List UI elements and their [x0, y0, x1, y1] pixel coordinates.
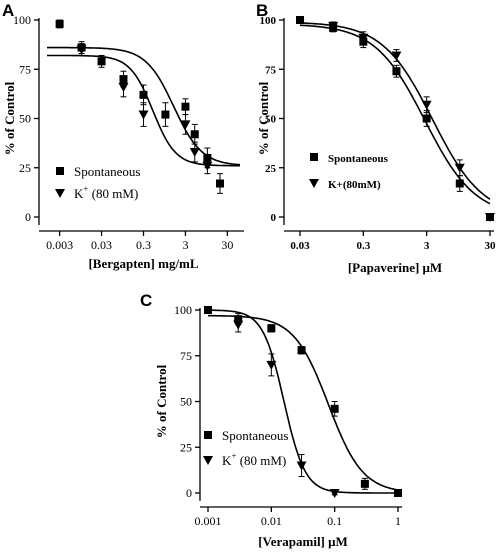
- y-tick-label: 100: [13, 13, 31, 27]
- data-point-square: [181, 102, 190, 111]
- data-point-square: [360, 479, 369, 488]
- x-tick-label: 3: [182, 238, 188, 252]
- y-tick-label: 100: [260, 15, 277, 27]
- data-point-triangle: [485, 213, 495, 222]
- data-point-square: [97, 57, 106, 66]
- legend-marker-square: [204, 431, 212, 439]
- data-point-triangle: [358, 33, 369, 43]
- panel-label-b: B: [256, 1, 268, 20]
- x-tick-label: 0.1: [327, 514, 342, 528]
- x-tick-label: 30: [485, 240, 497, 252]
- y-axis-title: % of Control: [2, 81, 17, 155]
- data-point-triangle: [454, 163, 465, 173]
- legend-marker-triangle: [55, 189, 65, 198]
- x-tick-label: 0.003: [46, 238, 73, 252]
- x-axis-title: [Bergapten] mg/mL: [88, 256, 198, 271]
- chart-panel-b: 0 25 50 75 100 0.03 0.3 3 30 % of Control [Papaver…: [256, 15, 496, 275]
- chart-panel-a: 0 25 50 75 100 0.003 0.03 0.3 3 30 % of Control [Be…: [2, 13, 244, 271]
- data-point-square: [455, 179, 464, 188]
- data-point-triangle: [76, 45, 87, 55]
- y-tick-label: 75: [19, 62, 31, 76]
- x-tick-label: 3: [424, 240, 430, 252]
- data-point-triangle: [266, 360, 277, 370]
- data-point-square: [392, 67, 401, 76]
- data-point-square: [55, 19, 64, 28]
- data-point-triangle: [421, 100, 432, 110]
- legend-label: K+(80mM): [328, 179, 381, 191]
- y-tick-label: 0: [25, 210, 31, 224]
- y-tick-label: 75: [265, 64, 277, 76]
- data-point-square: [215, 179, 224, 188]
- data-point-triangle: [328, 21, 339, 31]
- legend-label: Spontaneous: [222, 428, 288, 443]
- data-point-square: [394, 489, 402, 497]
- data-point-square: [161, 110, 170, 119]
- legend-label: K+ (80 mM): [222, 451, 286, 468]
- y-tick-label: 50: [180, 395, 192, 409]
- legend-marker-square: [310, 153, 318, 161]
- legend-label: K+ (80 mM): [74, 184, 138, 201]
- x-axis-title: [Papaverine] μM: [348, 260, 442, 275]
- x-axis-title: [Verapamil] μM: [258, 534, 348, 549]
- x-tick-label: 0.001: [195, 514, 222, 528]
- data-point-triangle: [391, 51, 402, 61]
- data-point-triangle: [233, 320, 244, 330]
- y-tick-label: 75: [180, 349, 192, 363]
- data-point-triangle: [296, 461, 307, 471]
- y-axis-title: % of Control: [256, 81, 271, 155]
- legend-marker-square: [56, 167, 64, 175]
- y-tick-label: 50: [265, 114, 277, 126]
- data-point-square: [330, 404, 339, 413]
- y-tick-label: 25: [265, 163, 277, 175]
- data-point-triangle: [180, 120, 191, 130]
- data-point-triangle: [189, 147, 200, 157]
- y-tick-label: 0: [271, 212, 277, 224]
- data-point-triangle: [138, 110, 149, 120]
- data-point-square: [422, 114, 431, 123]
- y-tick-label: 0: [186, 486, 192, 500]
- x-tick-label: 30: [221, 238, 233, 252]
- x-tick-label: 1: [395, 514, 401, 528]
- data-point-square: [139, 90, 148, 99]
- legend-marker-triangle: [203, 456, 213, 465]
- data-point-square: [297, 346, 306, 355]
- y-axis-title: % of Control: [154, 364, 169, 438]
- panel-label-c: C: [140, 291, 152, 310]
- y-tick-label: 25: [19, 161, 31, 175]
- legend-marker-triangle: [309, 179, 319, 188]
- x-tick-label: 0.03: [91, 238, 112, 252]
- data-point-square: [296, 16, 304, 24]
- data-point-square: [190, 130, 199, 139]
- panel-label-a: A: [2, 1, 14, 20]
- data-point-triangle: [329, 489, 340, 498]
- x-tick-label: 0.3: [356, 240, 370, 252]
- legend-label: Spontaneous: [328, 153, 389, 165]
- y-tick-label: 100: [174, 303, 192, 317]
- chart-panel-c: 0 25 50 75 100 0.001 0.01 0.1 1 % of Control [Vera…: [154, 303, 402, 549]
- x-tick-label: 0.3: [136, 238, 151, 252]
- legend-label: Spontaneous: [74, 164, 140, 179]
- x-tick-label: 0.01: [261, 514, 282, 528]
- y-tick-label: 50: [19, 112, 31, 126]
- data-point-square: [204, 306, 212, 314]
- data-point-square: [267, 324, 276, 333]
- data-point-triangle: [118, 82, 129, 92]
- x-tick-label: 0.03: [290, 240, 310, 252]
- y-tick-label: 25: [180, 440, 192, 454]
- data-point-triangle: [202, 161, 213, 171]
